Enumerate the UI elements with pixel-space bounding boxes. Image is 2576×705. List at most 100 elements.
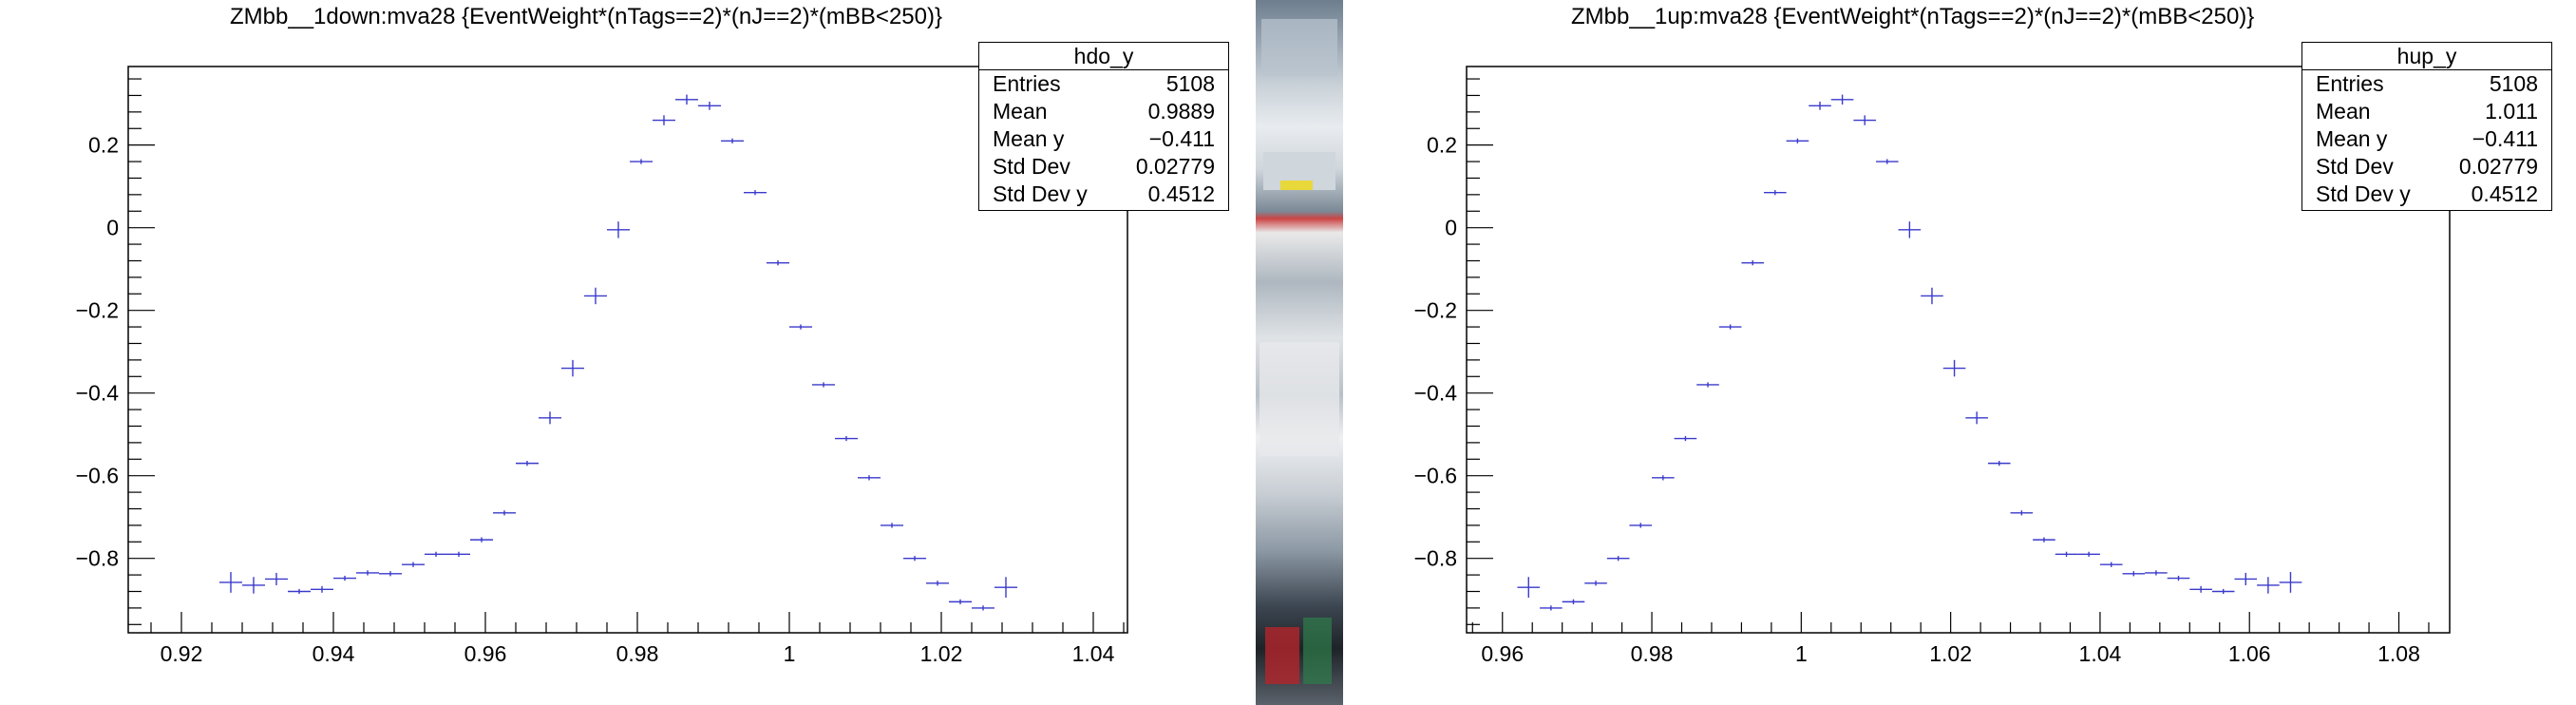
data-point	[858, 475, 881, 481]
stats-label: Std Dev	[2316, 154, 2394, 179]
data-point	[584, 287, 607, 305]
x-tick-label: 0.98	[616, 641, 659, 666]
stats-value: −0.411	[1148, 126, 1215, 151]
data-point	[1830, 94, 1854, 105]
data-point	[1517, 577, 1541, 599]
data-point	[402, 562, 425, 567]
plot-canvas: −0.8 −0.6 −0.4 −0.2 0 0.2 0.96 0.98 1 1.02 1.04 1.0…	[1414, 66, 2451, 666]
stats-value: 0.02779	[1135, 154, 1215, 179]
x-tick-label: 1	[784, 641, 796, 666]
data-point	[1584, 581, 1607, 586]
y-tick-label: 0.2	[1427, 133, 1457, 158]
data-point	[333, 575, 356, 581]
stats-row: Mean y −0.411	[979, 125, 1228, 153]
data-point	[2099, 562, 2123, 567]
data-point	[356, 570, 379, 576]
data-point	[926, 581, 949, 586]
stats-row: Std Dev 0.02779	[979, 153, 1228, 181]
stats-value: 0.9889	[1147, 99, 1215, 124]
data-point	[1652, 475, 1675, 481]
data-point	[379, 571, 402, 577]
data-point	[1606, 556, 1630, 562]
data-point	[2145, 570, 2168, 576]
y-tick-label: 0.2	[88, 133, 119, 158]
data-point	[881, 523, 903, 528]
stats-value: 5108	[2489, 71, 2538, 96]
data-point	[2055, 551, 2078, 557]
stats-row: Mean 1.011	[2302, 98, 2551, 125]
data-point	[675, 94, 698, 105]
plot-title: ZMbb__1down:mva28 {EventWeight*(nTags==2…	[230, 4, 942, 29]
y-tick-label: −0.8	[1414, 546, 1457, 571]
data-point	[311, 585, 333, 593]
stats-box: hdo_y Entries 5108 Mean 0.9889 Mean y −0.41…	[978, 42, 1229, 211]
data-point	[1718, 324, 1742, 330]
x-tick-label: 1.04	[1072, 641, 1115, 666]
stats-row: Std Dev y 0.4512	[979, 181, 1228, 208]
data-point	[835, 435, 858, 442]
stats-row: Std Dev y 0.4512	[2302, 181, 2551, 208]
data-point	[972, 605, 994, 611]
data-point	[653, 115, 675, 125]
data-point	[789, 324, 812, 330]
y-tick-label: −0.6	[1414, 464, 1457, 488]
data-point	[2257, 577, 2280, 594]
x-tick-label: 1.06	[2228, 641, 2271, 666]
stats-row: Entries 5108	[2302, 70, 2551, 98]
stats-row: Mean y −0.411	[2302, 125, 2551, 153]
y-tick-label: −0.8	[76, 546, 119, 571]
data-point	[1965, 411, 1988, 425]
x-tick-label: 1.08	[2377, 641, 2420, 666]
data-point	[265, 572, 288, 585]
plot-frame	[1466, 66, 2451, 634]
data-point	[2167, 575, 2190, 581]
data-point	[1696, 382, 1719, 388]
stats-value: 0.4512	[1147, 181, 1215, 206]
x-tick-label: 0.98	[1631, 641, 1674, 666]
data-point	[630, 159, 653, 164]
x-tick-label: 1.04	[2079, 641, 2122, 666]
data-point	[242, 577, 265, 594]
data-point	[516, 461, 539, 467]
data-point	[1629, 523, 1653, 528]
stats-value: 0.02779	[2458, 154, 2538, 179]
stats-value: 5108	[1165, 71, 1215, 96]
data-point	[1898, 221, 1922, 238]
stats-box: hup_y Entries 5108 Mean 1.011 Mean y −0.411…	[2301, 42, 2552, 211]
stats-label: Mean	[993, 99, 1048, 124]
stats-label: Entries	[993, 71, 1061, 96]
plot-frame	[127, 66, 1128, 634]
data-point	[1786, 138, 1809, 143]
data-point	[698, 101, 721, 110]
data-point	[493, 510, 516, 516]
x-tick-label: 1.02	[920, 641, 963, 666]
x-tick-label: 1.02	[1929, 641, 1972, 666]
data-point	[219, 572, 242, 593]
y-tick-label: −0.2	[76, 298, 119, 323]
data-point	[812, 382, 835, 388]
plot-panel-left: ZMbb__1down:mva28 {EventWeight*(nTags==2…	[0, 0, 1256, 705]
data-point	[447, 551, 470, 557]
data-point	[1942, 359, 1966, 377]
data-point	[949, 599, 972, 604]
data-point	[1764, 190, 1787, 196]
data-point	[903, 556, 926, 562]
stats-row: Mean 0.9889	[979, 98, 1228, 125]
data-point	[1741, 260, 1765, 266]
plot-title: ZMbb__1up:mva28 {EventWeight*(nTags==2)*…	[1571, 4, 2255, 29]
x-tick-label: 0.94	[313, 641, 355, 666]
y-tick-label: 0	[1445, 216, 1457, 240]
data-point	[2033, 537, 2055, 543]
data-point	[721, 138, 744, 143]
y-tick-label: −0.4	[1414, 381, 1458, 406]
data-point	[2279, 572, 2302, 593]
y-tick-label: 0	[106, 216, 119, 240]
stats-row: Std Dev 0.02779	[2302, 153, 2551, 181]
data-point	[1674, 435, 1697, 442]
stats-value: −0.411	[2472, 126, 2538, 151]
x-tick-label: 0.96	[1481, 641, 1524, 666]
y-tick-label: −0.4	[76, 381, 120, 406]
x-tick-label: 1	[1795, 641, 1808, 666]
data-point	[1809, 101, 1831, 110]
background-photo-strip	[1256, 0, 1343, 705]
